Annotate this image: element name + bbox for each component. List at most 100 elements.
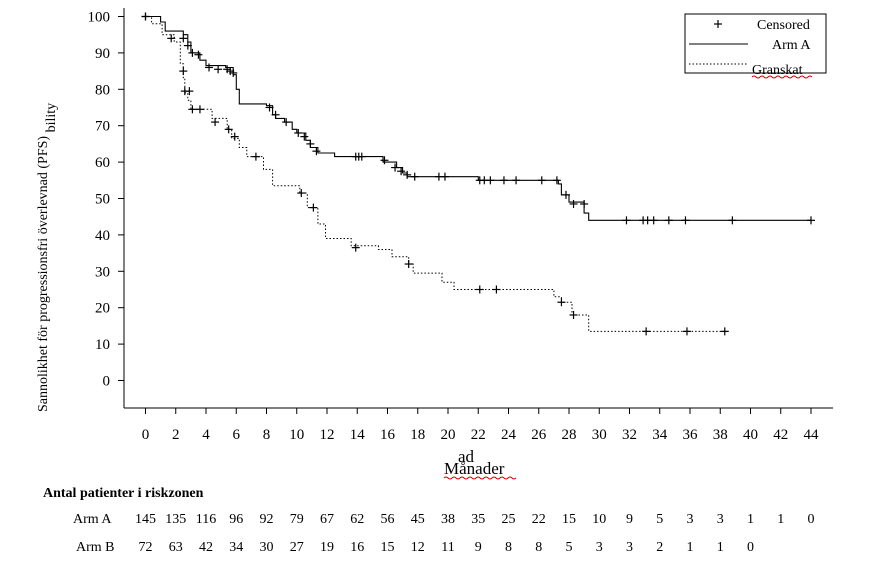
risk-value-arm-b: 27: [290, 540, 304, 555]
censor-mark-granskat: [404, 260, 413, 269]
spellcheck-squiggle-x-label: [443, 476, 517, 480]
risk-value-arm-a: 3: [687, 512, 694, 527]
censor-mark-granskat: [251, 152, 260, 161]
censor-mark-granskat: [188, 105, 197, 114]
risk-value-arm-a: 25: [502, 512, 516, 527]
censor-mark-granskat: [230, 132, 239, 141]
censor-mark-arm-a: [397, 167, 406, 176]
x-tick-label: 38: [713, 427, 728, 443]
censor-mark-arm-a: [282, 118, 291, 127]
x-tick-label: 24: [501, 427, 517, 443]
risk-value-arm-b: 19: [320, 540, 334, 555]
x-tick-label: 30: [592, 427, 607, 443]
censor-mark-arm-a: [271, 110, 280, 119]
risk-value-arm-b: 3: [596, 540, 603, 555]
y-tick-label: 80: [95, 82, 110, 98]
y-axis-label: Sannolikhet för progressionsfri överlevn…: [36, 103, 59, 412]
censor-mark-arm-a: [306, 139, 315, 148]
censor-mark-arm-a: [410, 172, 419, 181]
censor-mark-arm-a: [512, 176, 521, 185]
y-tick-label: 60: [95, 155, 110, 171]
risk-value-arm-a: 1: [777, 512, 784, 527]
risk-value-arm-a: 0: [808, 512, 815, 527]
x-tick-label: 44: [804, 427, 820, 443]
x-tick-label: 0: [142, 427, 150, 443]
y-axis-label-main: Sannolikhet för progressionsfri överlevn…: [36, 136, 51, 412]
censor-mark-arm-a: [561, 190, 570, 199]
censor-mark-granskat: [569, 310, 578, 319]
censor-mark-arm-a: [664, 216, 673, 225]
risk-row-label-arm-b: Arm B: [76, 540, 115, 555]
censor-mark-arm-a: [357, 152, 366, 161]
x-axis-label-overlap: ad: [458, 447, 475, 466]
risk-value-arm-b: 16: [350, 540, 364, 555]
risk-value-arm-a: 79: [290, 512, 304, 527]
x-tick-label: 6: [233, 427, 241, 443]
x-tick-label: 18: [410, 427, 425, 443]
censor-mark-arm-a: [681, 216, 690, 225]
risk-value-arm-a: 3: [717, 512, 724, 527]
censor-mark-arm-a: [183, 41, 192, 50]
risk-value-arm-b: 5: [566, 540, 573, 555]
censor-mark-arm-a: [552, 176, 561, 185]
x-ticks: 0 2 4 6 8 10 12 14 16 18 20 22 24 26 28 30 32 34 36 38 40 42 4…: [142, 408, 819, 443]
censor-mark-arm-a: [294, 128, 303, 137]
legend: Censored Arm A Granskat: [684, 13, 827, 79]
censor-mark-arm-a: [214, 65, 223, 74]
x-tick-label: 2: [172, 427, 180, 443]
risk-value-arm-a: 38: [441, 512, 455, 527]
risk-value-arm-b: 8: [505, 540, 512, 555]
x-tick-label: 8: [263, 427, 271, 443]
risk-value-arm-a: 62: [350, 512, 364, 527]
risk-value-arm-a: 1: [747, 512, 754, 527]
spellcheck-squiggle-granskat: [751, 75, 813, 79]
y-tick-label: 50: [95, 192, 110, 208]
censor-mark-arm-a: [499, 176, 508, 185]
risk-value-arm-a: 145: [135, 512, 156, 527]
censor-mark-granskat: [309, 203, 318, 212]
risk-value-arm-b: 11: [441, 540, 454, 555]
censor-mark-arm-a: [580, 199, 589, 208]
censor-mark-arm-a: [728, 216, 737, 225]
risk-value-arm-a: 56: [381, 512, 395, 527]
censor-mark-granskat: [179, 67, 188, 76]
censor-mark-arm-a: [537, 176, 546, 185]
risk-value-arm-b: 12: [411, 540, 425, 555]
legend-label-censored: Censored: [757, 18, 810, 33]
censor-mark-arm-a: [205, 63, 214, 72]
censor-mark-arm-a: [229, 68, 238, 77]
censor-mark-arm-a: [569, 199, 578, 208]
y-tick-label: 100: [88, 10, 111, 26]
risk-value-arm-b: 34: [229, 540, 243, 555]
censor-mark-arm-a: [391, 163, 400, 172]
risk-value-arm-b: 72: [139, 540, 153, 555]
y-tick-label: 0: [103, 374, 111, 390]
risk-value-arm-b: 3: [626, 540, 633, 555]
censor-mark-granskat: [475, 285, 484, 294]
risk-value-arm-a: 35: [471, 512, 485, 527]
y-tick-label: 70: [95, 119, 110, 135]
x-tick-label: 36: [683, 427, 699, 443]
legend-censored-marker: [714, 20, 722, 28]
censor-mark-granskat: [141, 12, 150, 21]
risk-value-arm-b: 63: [169, 540, 183, 555]
risk-value-arm-b: 2: [656, 540, 663, 555]
censor-mark-arm-a: [265, 103, 274, 112]
x-tick-label: 14: [350, 427, 366, 443]
y-tick-label: 10: [95, 337, 110, 353]
censor-mark-granskat: [720, 327, 729, 336]
risk-value-arm-b: 1: [717, 540, 724, 555]
series-line-granskat: [145, 16, 725, 332]
censor-mark-arm-a: [188, 48, 197, 57]
censor-marks: [141, 12, 815, 336]
censor-mark-arm-a: [649, 216, 658, 225]
risk-row-label-arm-a: Arm A: [73, 512, 112, 527]
censor-mark-arm-a: [194, 50, 203, 59]
x-tick-label: 16: [380, 427, 396, 443]
risk-value-arm-b: 9: [475, 540, 482, 555]
risk-value-arm-b: 0: [747, 540, 754, 555]
risk-value-arm-a: 5: [656, 512, 663, 527]
censor-mark-granskat: [224, 125, 233, 134]
risk-value-arm-b: 8: [535, 540, 542, 555]
x-tick-label: 20: [441, 427, 456, 443]
